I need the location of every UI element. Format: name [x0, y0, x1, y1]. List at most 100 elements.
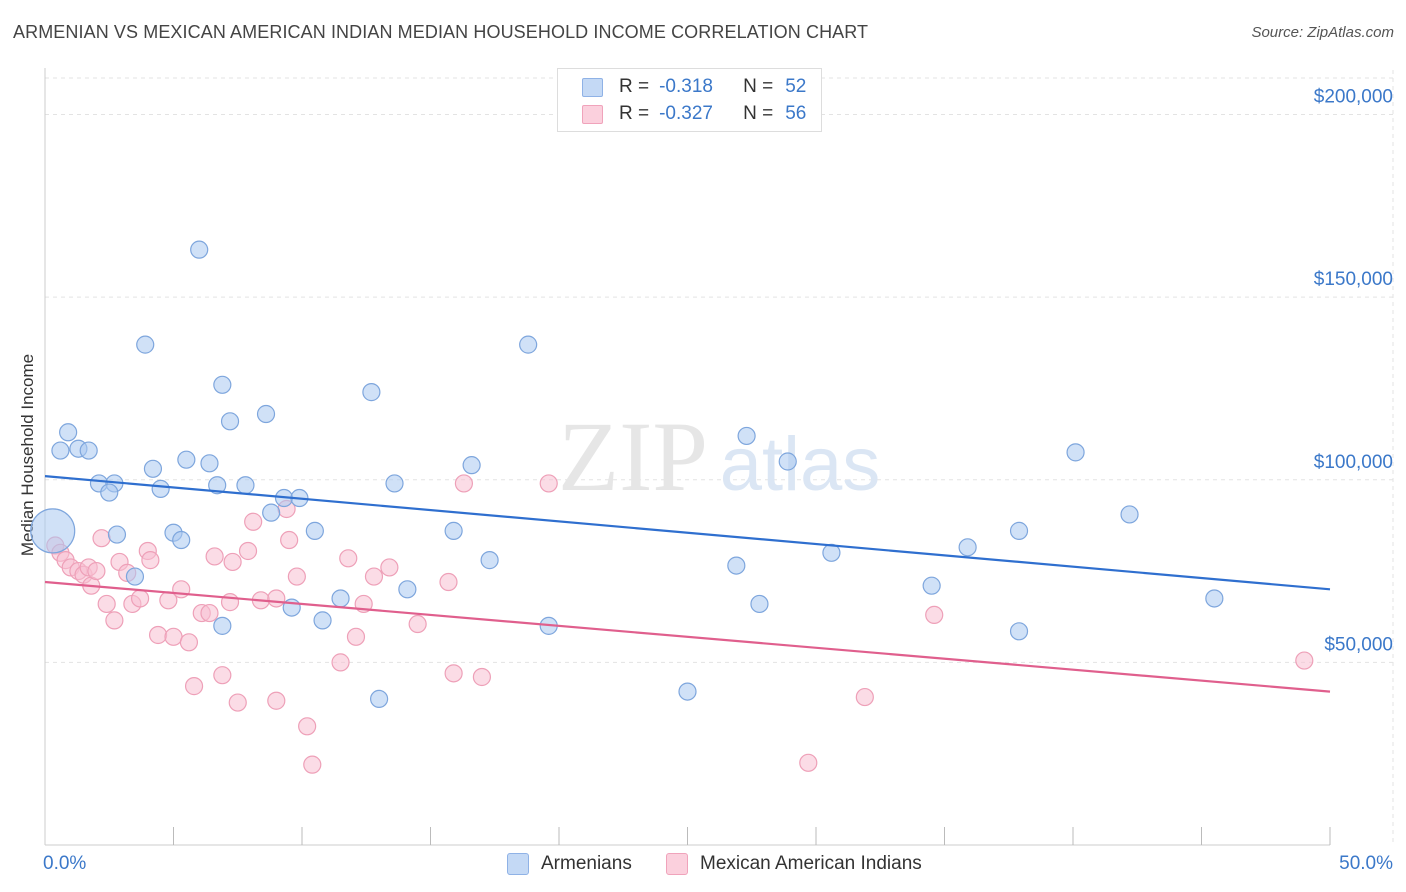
armenians-point: [208, 476, 227, 495]
armenians-point: [143, 459, 163, 478]
y-tick-label: $200,000: [1314, 87, 1393, 108]
mexican-american-indians-point: [92, 529, 111, 548]
armenians-point: [59, 423, 78, 442]
r-label: R =: [619, 76, 650, 97]
armenians-point: [51, 441, 70, 460]
armenians-point: [107, 525, 127, 544]
armenians-point: [213, 375, 232, 394]
axes: [44, 68, 1331, 846]
armenians-point: [331, 589, 350, 608]
mexican-american-indians-point: [855, 687, 874, 707]
mexican-american-indians-swatch: [582, 104, 603, 124]
mexican-american-indians-legend-swatch: [666, 853, 688, 875]
n-value: 56: [785, 103, 807, 124]
mexican-american-indians-point: [472, 667, 491, 687]
mexican-american-indians-trend-line: [44, 580, 1331, 693]
n-label: N =: [743, 103, 774, 124]
mexican-american-indians-point: [280, 530, 299, 550]
series-legend-armenians: Armenians: [507, 852, 632, 876]
mexican-american-indians-point: [346, 627, 366, 646]
mexican-american-indians-point: [179, 633, 199, 652]
mexican-american-indians-point: [141, 551, 160, 570]
armenians-point: [313, 611, 332, 630]
armenians-point: [262, 503, 281, 522]
r-value: -0.327: [659, 103, 713, 124]
mexican-american-indians-point: [238, 541, 258, 561]
legend-row-mexican-american-indians: R = -0.327 N = 56: [582, 101, 806, 127]
mexican-american-indians-point: [298, 717, 317, 736]
mexican-american-indians-point: [105, 611, 124, 630]
mexican-american-indians-point: [220, 593, 240, 612]
armenians-point: [256, 404, 276, 424]
mexican-american-indians-point: [799, 753, 818, 772]
x-tick-label-max: 50.0%: [1339, 853, 1393, 874]
armenians-point: [1009, 622, 1029, 641]
mexican-american-indians-point: [164, 627, 183, 646]
watermark-zip: ZIP: [558, 401, 708, 512]
armenians-point: [444, 521, 463, 540]
mexican-american-indians-point: [148, 625, 168, 645]
legend-row-armenians: R = -0.318 N = 52: [582, 74, 806, 100]
mexican-american-indians-point: [287, 567, 306, 586]
armenians-point: [678, 682, 697, 701]
armenians-point: [190, 240, 209, 259]
armenians-swatch: [582, 77, 603, 97]
mexican-american-indians-point: [408, 614, 427, 634]
source-label: Source: ZipAtlas.com: [1251, 24, 1394, 41]
mexican-american-indians-point: [130, 589, 150, 608]
armenians-legend-label: Armenians: [541, 853, 632, 874]
armenians-point: [385, 474, 404, 493]
correlation-legend: R = -0.318 N = 52 R = -0.327 N = 56: [557, 68, 822, 132]
mexican-american-indians-point: [331, 653, 350, 672]
armenians-point: [480, 551, 499, 570]
mexican-american-indians-point: [228, 693, 247, 712]
mexican-american-indians-point: [200, 603, 219, 623]
armenians-point: [398, 580, 417, 599]
armenians-point: [1066, 443, 1085, 462]
armenians-point: [727, 556, 746, 575]
series-legend-mexican-american-indians: Mexican American Indians: [666, 852, 922, 876]
armenians-point: [922, 576, 941, 595]
mexican-american-indians-point: [454, 474, 474, 493]
mexican-american-indians-point: [444, 664, 463, 683]
y-tick-label: $150,000: [1314, 269, 1393, 290]
armenians-point: [172, 530, 191, 550]
r-label: R =: [619, 103, 650, 124]
mexican-american-indians-point: [364, 567, 384, 586]
armenians-point: [220, 412, 240, 431]
y-tick-label: $50,000: [1324, 634, 1393, 655]
mexican-american-indians-point: [1295, 651, 1314, 670]
armenians-point: [30, 508, 76, 554]
trend-lines: [44, 475, 1331, 693]
armenians-points: [30, 240, 1224, 709]
mexican-american-indians-point: [97, 594, 116, 614]
mexican-american-indians-point: [380, 558, 399, 577]
armenians-point: [177, 450, 196, 469]
n-value: 52: [785, 76, 807, 97]
n-label: N =: [743, 76, 774, 97]
armenians-point: [79, 441, 98, 460]
armenians-point: [737, 426, 756, 446]
mexican-american-indians-point: [244, 512, 263, 531]
mexican-american-indians-point: [439, 572, 458, 592]
mexican-american-indians-point: [87, 561, 106, 581]
mexican-american-indians-point: [205, 547, 224, 566]
armenians-point: [1120, 505, 1139, 524]
tick-labels: $50,000 $100,000 $150,000 $200,000 0.0% 50.0%: [43, 87, 1393, 874]
mexican-american-indians-point: [213, 666, 232, 685]
x-tick-label-min: 0.0%: [43, 853, 86, 874]
armenians-point: [1009, 521, 1029, 540]
chart-title: ARMENIAN VS MEXICAN AMERICAN INDIAN MEDI…: [13, 22, 869, 42]
mexican-american-indians-point: [925, 605, 944, 625]
mexican-american-indians-point: [303, 755, 322, 774]
r-value: -0.318: [659, 76, 713, 97]
armenians-point: [236, 476, 255, 495]
mexican-american-indians-point: [184, 677, 204, 696]
armenians-legend-swatch: [507, 853, 529, 875]
armenians-point: [370, 689, 389, 709]
armenians-point: [100, 483, 119, 502]
armenians-point: [362, 383, 381, 402]
armenians-point: [305, 521, 324, 540]
armenians-point: [213, 616, 232, 635]
